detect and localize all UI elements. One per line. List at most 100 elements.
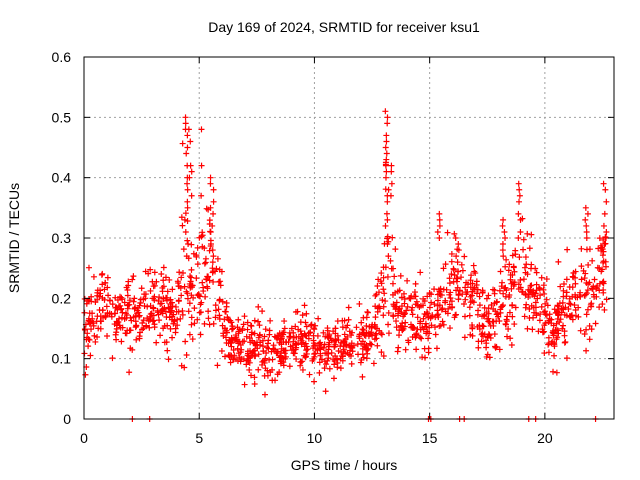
data-point <box>220 332 227 339</box>
data-point <box>602 186 609 193</box>
data-point <box>266 327 273 334</box>
data-point <box>506 261 513 268</box>
data-point <box>297 359 304 366</box>
data-point <box>584 306 591 313</box>
data-point <box>256 341 263 348</box>
data-point <box>511 321 518 328</box>
data-point <box>244 326 251 333</box>
data-point <box>261 391 268 398</box>
data-point <box>181 216 188 223</box>
data-point <box>243 361 250 368</box>
data-point <box>585 281 592 288</box>
data-point <box>364 308 371 315</box>
data-point <box>157 332 164 339</box>
data-point <box>188 321 195 328</box>
data-point <box>123 311 130 318</box>
data-point <box>298 341 305 348</box>
data-point <box>184 186 191 193</box>
data-point <box>121 315 128 322</box>
x-axis-label: GPS time / hours <box>291 457 398 473</box>
data-point <box>124 305 131 312</box>
data-point <box>202 259 209 266</box>
data-point <box>176 269 183 276</box>
data-point <box>395 344 402 351</box>
data-point <box>602 263 609 270</box>
data-point <box>115 303 122 310</box>
data-point <box>225 352 232 359</box>
data-point <box>383 132 390 139</box>
data-point <box>581 330 588 337</box>
data-point <box>584 210 591 217</box>
data-point <box>180 246 187 253</box>
data-point <box>390 312 397 319</box>
data-point <box>97 313 104 320</box>
data-point <box>198 192 205 199</box>
data-point <box>420 326 427 333</box>
data-point <box>184 132 191 139</box>
data-point <box>118 306 125 313</box>
data-point <box>184 217 191 224</box>
data-point <box>388 265 395 272</box>
data-point <box>155 297 162 304</box>
data-point <box>434 291 441 298</box>
data-point <box>508 341 515 348</box>
data-point <box>563 276 570 283</box>
data-point <box>499 222 506 229</box>
data-point <box>345 304 352 311</box>
data-point <box>304 346 311 353</box>
data-point <box>561 339 568 346</box>
data-point <box>359 345 366 352</box>
x-tick-label: 5 <box>195 430 203 446</box>
data-point <box>444 229 451 236</box>
data-point <box>396 287 403 294</box>
data-point <box>82 371 89 378</box>
data-point <box>394 348 401 355</box>
data-point <box>585 261 592 268</box>
data-point <box>227 359 234 366</box>
data-point <box>426 290 433 297</box>
data-point <box>384 120 391 127</box>
data-point <box>383 210 390 217</box>
data-point <box>542 308 549 315</box>
data-point <box>333 337 340 344</box>
data-point <box>86 310 93 317</box>
data-point <box>385 330 392 337</box>
data-point <box>600 258 607 265</box>
data-point <box>520 246 527 253</box>
data-point <box>280 347 287 354</box>
data-point <box>105 292 112 299</box>
data-point <box>81 295 88 302</box>
data-point <box>197 301 204 308</box>
data-point <box>251 374 258 381</box>
data-point <box>314 332 321 339</box>
data-point <box>160 295 167 302</box>
data-point <box>545 341 552 348</box>
data-point <box>248 331 255 338</box>
data-point <box>169 286 176 293</box>
data-point <box>147 266 154 273</box>
data-point <box>516 198 523 205</box>
data-point <box>177 315 184 322</box>
data-point <box>444 310 451 317</box>
x-tick-label: 15 <box>422 430 438 446</box>
grid-lines <box>84 57 614 419</box>
data-point <box>264 367 271 374</box>
data-point <box>325 341 332 348</box>
data-point <box>414 326 421 333</box>
data-point <box>363 314 370 321</box>
data-point <box>295 326 302 333</box>
data-point <box>383 156 390 163</box>
data-point <box>569 273 576 280</box>
data-point <box>384 273 391 280</box>
data-point <box>323 361 330 368</box>
data-point <box>339 353 346 360</box>
data-point <box>104 332 111 339</box>
data-point <box>434 228 441 235</box>
data-point <box>210 198 217 205</box>
data-point <box>185 126 192 133</box>
data-point <box>158 300 165 307</box>
data-point <box>162 274 169 281</box>
data-point <box>216 296 223 303</box>
data-point <box>201 260 208 267</box>
